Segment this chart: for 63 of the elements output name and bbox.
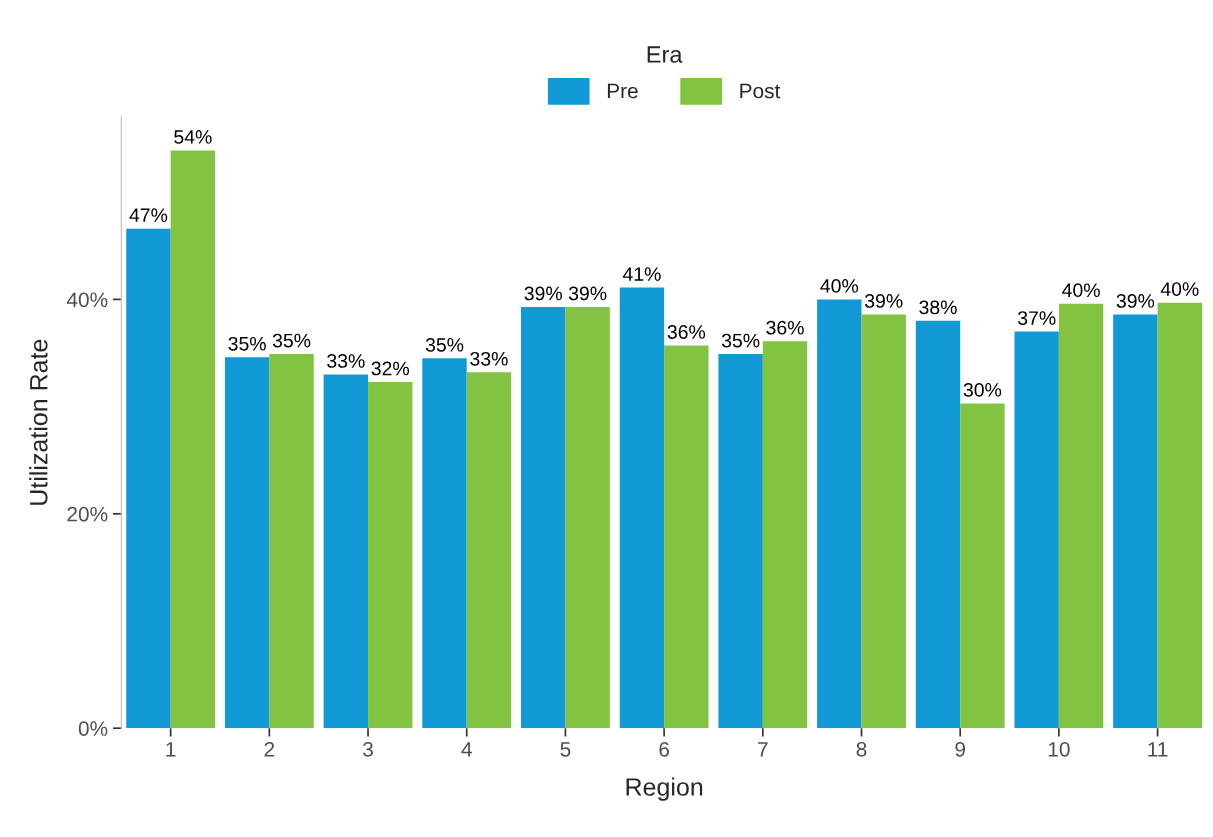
x-tick-label: 6 xyxy=(659,741,669,757)
data-label: 40% xyxy=(820,279,859,293)
x-tick-label: 8 xyxy=(856,741,867,757)
data-label: 35% xyxy=(721,333,760,348)
y-tick-label: 0% xyxy=(78,721,108,736)
data-label: 35% xyxy=(272,333,311,348)
data-label: 33% xyxy=(327,354,365,368)
bar xyxy=(565,306,610,729)
y-axis-title: Utilization Rate xyxy=(29,339,48,505)
x-tick-label: 11 xyxy=(1148,742,1168,757)
x-axis-title: Region xyxy=(626,777,703,801)
x-tick-label: 1 xyxy=(166,742,176,757)
data-label: 33% xyxy=(470,351,508,366)
data-label: 36% xyxy=(766,320,804,335)
bar xyxy=(466,372,512,729)
bar xyxy=(861,314,906,729)
legend-title: Era xyxy=(647,46,683,63)
x-tick-label: 5 xyxy=(560,742,571,757)
bar xyxy=(224,357,270,729)
bar xyxy=(521,306,566,729)
y-tick-label: 20% xyxy=(67,506,108,522)
data-label: 39% xyxy=(865,294,903,308)
legend-label: Post xyxy=(740,83,781,99)
bar xyxy=(915,320,961,729)
data-label: 40% xyxy=(1062,283,1100,298)
bar xyxy=(817,299,862,729)
bar xyxy=(1058,303,1104,729)
legend-label: Pre xyxy=(607,83,638,99)
bar xyxy=(269,354,314,729)
data-label: 30% xyxy=(963,383,1002,397)
data-label: 41% xyxy=(622,267,661,281)
data-label: 32% xyxy=(371,361,410,376)
data-label: 39% xyxy=(524,286,562,301)
bar xyxy=(323,374,369,729)
x-tick-label: 3 xyxy=(363,741,373,757)
data-label: 40% xyxy=(1160,282,1199,297)
bar xyxy=(664,345,709,729)
data-label: 35% xyxy=(425,337,464,352)
data-label: 35% xyxy=(228,336,266,351)
x-tick-label: 4 xyxy=(461,742,472,757)
bar xyxy=(126,228,171,729)
x-tick-label: 9 xyxy=(955,741,966,757)
x-tick-label: 7 xyxy=(758,742,768,757)
bar xyxy=(619,287,665,729)
data-label: 54% xyxy=(174,130,212,144)
bar xyxy=(718,354,763,729)
data-label: 39% xyxy=(568,286,607,301)
bar xyxy=(960,403,1005,729)
bar xyxy=(170,150,216,729)
bar xyxy=(1157,302,1202,729)
bar xyxy=(422,358,467,729)
bar xyxy=(1014,331,1059,729)
x-tick-label: 2 xyxy=(264,741,275,757)
data-label: 37% xyxy=(1017,311,1056,325)
bar xyxy=(1113,314,1158,729)
bar xyxy=(762,341,808,729)
data-label: 38% xyxy=(919,300,957,315)
data-label: 39% xyxy=(1116,294,1155,308)
data-label: 47% xyxy=(129,208,168,222)
x-tick-label: 10 xyxy=(1048,741,1070,757)
y-tick-label: 40% xyxy=(66,292,108,308)
data-label: 36% xyxy=(667,325,706,339)
bar xyxy=(368,381,413,729)
